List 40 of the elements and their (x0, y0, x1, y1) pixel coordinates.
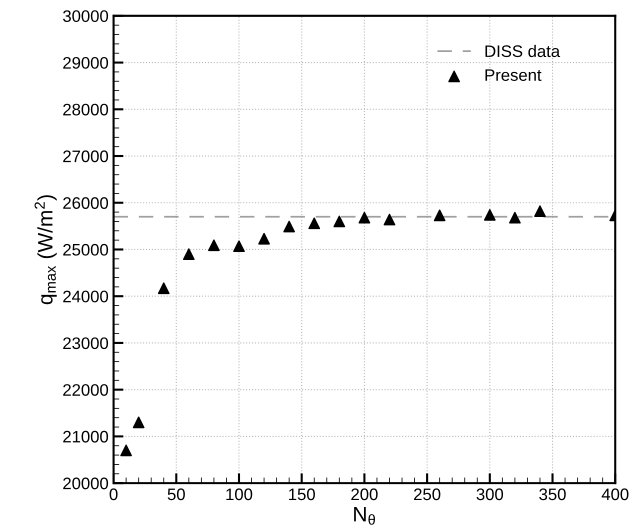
x-tick-label: 250 (414, 488, 440, 500)
point (283, 220, 295, 232)
y-tick-label: 24000 (63, 290, 108, 302)
x-tick-label: 400 (602, 488, 628, 500)
y-tick-label: 25000 (63, 244, 108, 256)
point (182, 248, 195, 260)
point (258, 232, 270, 245)
point (358, 212, 370, 224)
point (208, 239, 220, 252)
x-tick-label: 150 (289, 488, 315, 500)
y-tick-label: 30000 (63, 10, 108, 22)
point (534, 205, 546, 218)
point (484, 209, 496, 221)
x-tick-label: 200 (351, 488, 378, 500)
point (384, 214, 396, 226)
x-axis-title: N$_{θ}$ (354, 507, 376, 525)
y-tick-label: 23000 (63, 337, 108, 350)
point (434, 210, 446, 222)
point (308, 217, 320, 230)
y-tick-label: 29000 (63, 56, 108, 69)
point (333, 216, 346, 228)
point (132, 416, 145, 428)
x-tick-label: 300 (476, 488, 504, 500)
x-tick-label: 0 (110, 488, 118, 500)
y-axis-title: q$_{max}$ (W/m$^{2}$) (34, 195, 57, 304)
x-tick-label: 50 (168, 488, 185, 500)
point (158, 282, 170, 294)
point (120, 444, 132, 456)
y-tick-label: 21000 (63, 430, 108, 443)
y-tick-label: 28000 (63, 104, 108, 116)
y-tick-label: 26000 (63, 197, 108, 209)
point (233, 240, 245, 252)
y-tick-label: 22000 (63, 384, 108, 396)
x-tick-label: 100 (226, 488, 252, 500)
x-tick-label: 350 (539, 488, 566, 500)
point (509, 212, 521, 224)
legend-label: DISS data (485, 44, 560, 58)
y-tick-label: 27000 (63, 150, 108, 162)
y-tick-label: 20000 (63, 478, 108, 490)
legend-label: Present (485, 69, 542, 81)
